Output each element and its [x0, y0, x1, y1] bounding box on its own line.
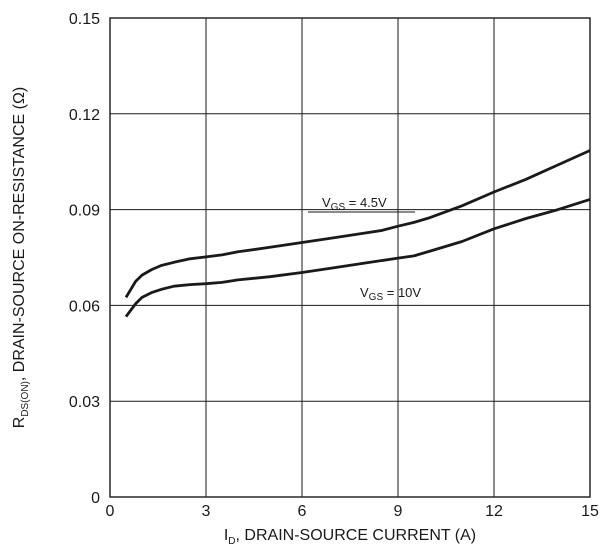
series-label-vgs-10v: VGS = 10V — [360, 285, 421, 303]
y-tick-label: 0.09 — [69, 203, 100, 220]
x-tick-label: 3 — [202, 503, 211, 520]
y-tick-label: 0 — [91, 490, 100, 507]
x-axis-title: ID, DRAIN-SOURCE CURRENT (A) — [224, 527, 476, 547]
x-tick-label: 12 — [485, 503, 503, 520]
series-line-1 — [124, 198, 591, 318]
plot-frame — [109, 17, 591, 498]
y-tick-label: 0.12 — [69, 107, 100, 124]
y-tick-label: 0.03 — [69, 394, 100, 411]
series-label-vgs-4-5v: VGS = 4.5V — [322, 195, 387, 213]
y-tick-labels: 0 0.03 0.06 0.09 0.12 0.15 — [69, 11, 100, 507]
series-line-0 — [124, 149, 591, 299]
grid-lines — [110, 18, 590, 497]
y-axis-title: RDS(ON), DRAIN-SOURCE ON-RESISTANCE (Ω) — [11, 87, 31, 428]
series-lines — [124, 149, 591, 318]
x-tick-label: 15 — [581, 503, 599, 520]
x-tick-label: 9 — [394, 503, 403, 520]
x-tick-labels: 0 3 6 9 12 15 — [106, 503, 599, 520]
x-tick-label: 0 — [106, 503, 115, 520]
x-tick-label: 6 — [298, 503, 307, 520]
y-tick-label: 0.06 — [69, 298, 100, 315]
y-tick-label: 0.15 — [69, 11, 100, 28]
